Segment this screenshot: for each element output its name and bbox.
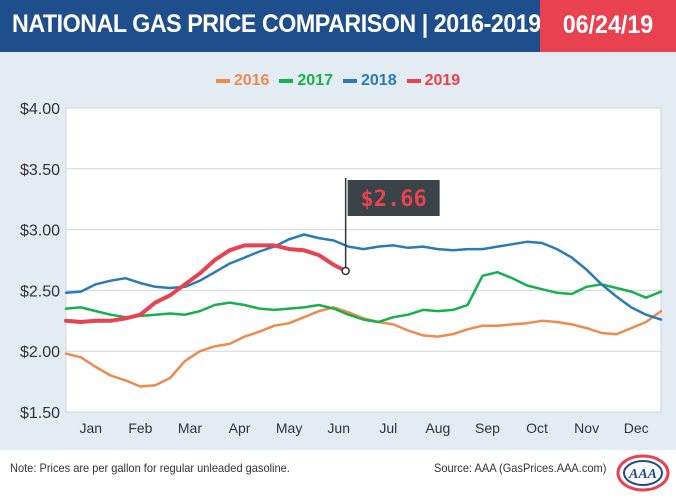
x-tick-label: Mar: [178, 420, 202, 436]
callout-point: [341, 266, 350, 276]
footer-note: Note: Prices are per gallon for regular …: [10, 461, 290, 475]
plot-area: [66, 108, 661, 412]
legend-item-2017: 2017: [279, 72, 333, 90]
series-line-2017: [64, 270, 663, 324]
callout-box: [347, 180, 440, 216]
legend-swatch: [406, 78, 421, 83]
svg-text:AAA: AAA: [628, 467, 657, 482]
x-axis-ticks: Jan Feb Mar Apr May Jun Jul Aug Sep Oct Nov Dec: [80, 420, 649, 436]
x-tick-label: May: [276, 420, 302, 436]
date-label: 06/24/19: [562, 11, 654, 39]
legend-item-2019: 2019: [406, 72, 461, 90]
page-title: NATIONAL GAS PRICE COMPARISON | 2016-201…: [12, 10, 541, 38]
footer-source: Source: AAA (GasPrices.AAA.com): [433, 461, 606, 475]
gridlines: [65, 107, 662, 413]
y-tick-label: $4.00: [20, 101, 60, 118]
series-lines: [64, 233, 663, 388]
x-tick-label: Jan: [80, 420, 103, 436]
series-line-2018: [64, 233, 663, 321]
callout-label: $2.66: [361, 187, 427, 212]
y-tick-label: $1.50: [20, 405, 60, 422]
x-tick-label: Nov: [574, 420, 599, 436]
legend-label: 2019: [424, 72, 461, 89]
x-tick-label: Jun: [327, 420, 350, 436]
y-tick-label: $3.50: [20, 162, 60, 179]
x-tick-label: Oct: [526, 420, 548, 436]
legend-item-2018: 2018: [343, 72, 397, 90]
header-bar: NATIONAL GAS PRICE COMPARISON | 2016-201…: [0, 0, 541, 52]
x-tick-label: Apr: [229, 420, 251, 436]
x-tick-label: Jul: [379, 420, 397, 436]
price-callout: $2.66: [341, 178, 440, 276]
legend-swatch: [343, 78, 357, 83]
y-tick-label: $3.00: [20, 223, 60, 240]
y-tick-label: $2.50: [20, 283, 60, 300]
y-axis-ticks: $4.00 $3.50 $3.00 $2.50 $2.00 $1.50: [20, 101, 60, 422]
legend-label: 2016: [233, 72, 270, 89]
legend-label: 2018: [361, 72, 397, 89]
legend-item-2016: 2016: [215, 72, 270, 90]
series-line-2019: [64, 243, 348, 324]
x-tick-label: Aug: [425, 420, 450, 436]
x-tick-label: Feb: [128, 420, 152, 436]
aaa-logo: AAA: [616, 454, 670, 492]
date-badge: 06/24/19: [540, 0, 676, 52]
x-tick-label: Sep: [475, 420, 500, 436]
legend-swatch: [215, 78, 230, 83]
legend-swatch: [279, 78, 294, 83]
x-tick-label: Dec: [624, 420, 649, 436]
plot-border: [65, 107, 662, 413]
legend-label: 2017: [297, 72, 333, 89]
y-tick-label: $2.00: [20, 344, 60, 361]
chart-legend: 2016 2017 2018 2019: [0, 72, 676, 90]
